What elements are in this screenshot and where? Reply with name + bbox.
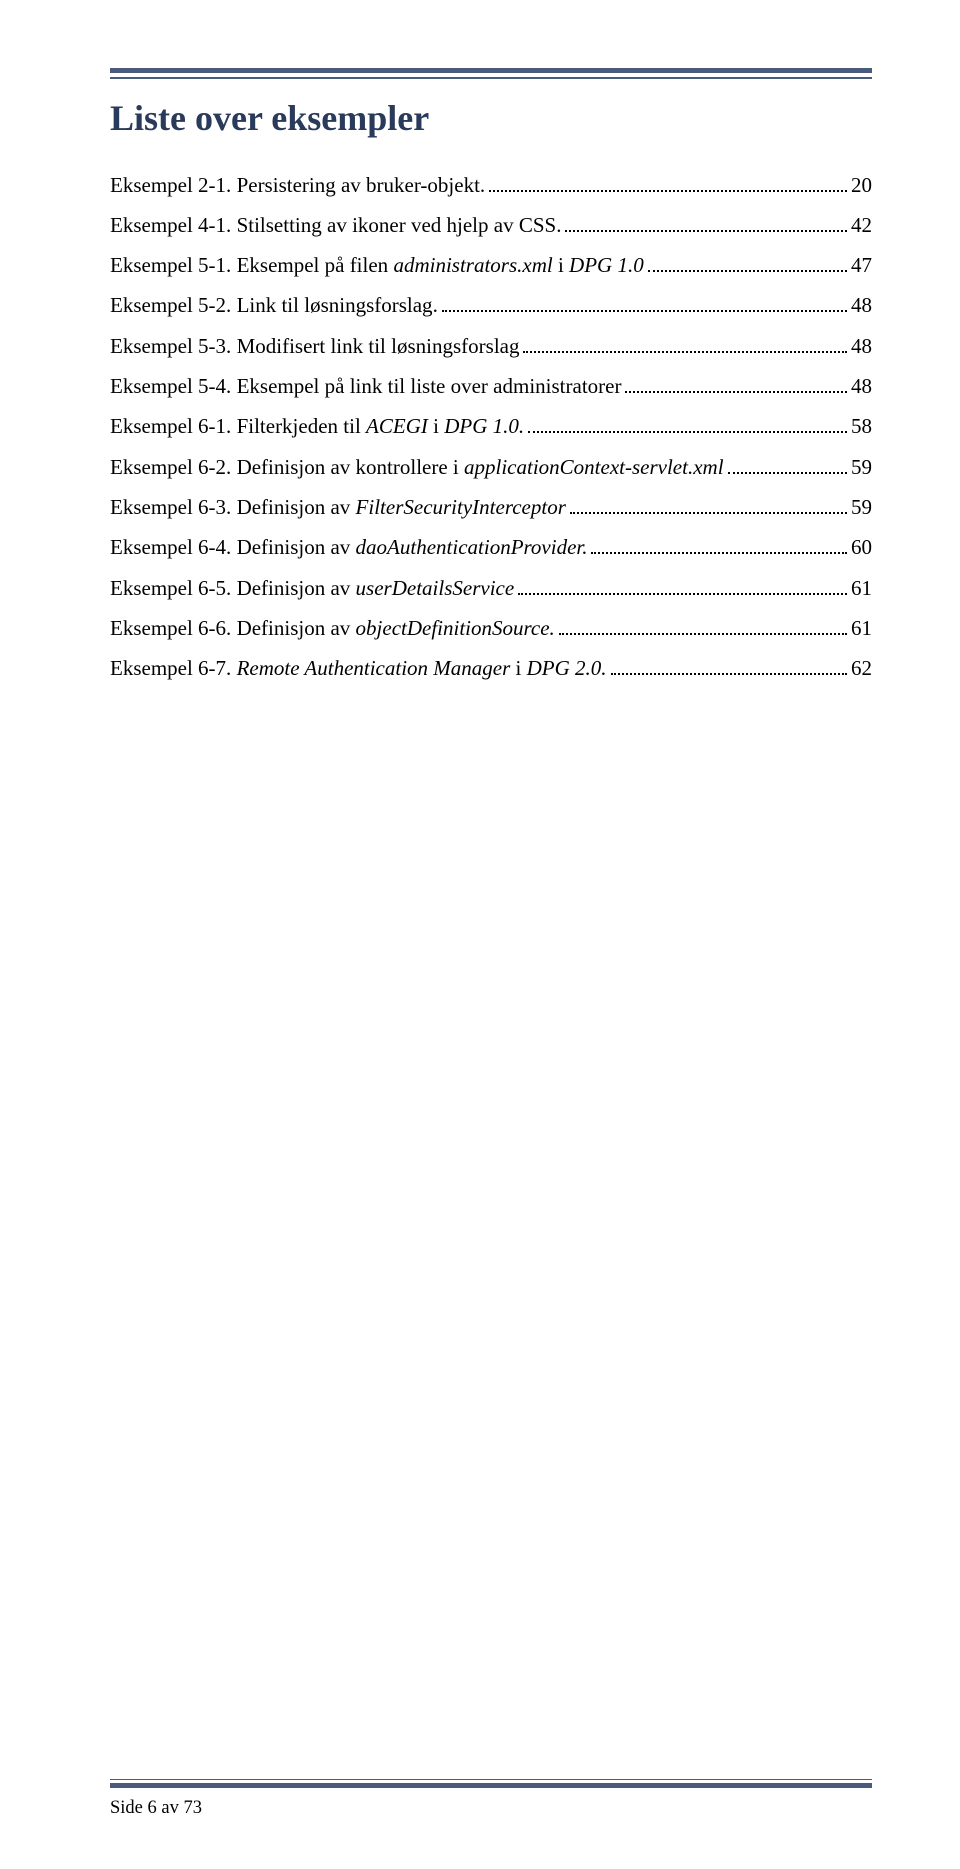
toc-entry-page: 61 — [851, 568, 872, 608]
toc-entry-page: 62 — [851, 648, 872, 688]
toc-leader-dots — [518, 593, 847, 595]
toc-leader-dots — [559, 633, 847, 635]
toc-entry: Eksempel 6-7. Remote Authentication Mana… — [110, 648, 872, 688]
toc-entry-label: Eksempel 6-2. Definisjon av kontrollere … — [110, 447, 724, 487]
toc-entry-page: 20 — [851, 165, 872, 205]
toc-leader-dots — [728, 472, 847, 474]
toc-entry-label: Eksempel 6-7. Remote Authentication Mana… — [110, 648, 607, 688]
page-title: Liste over eksempler — [110, 97, 872, 139]
toc-entry: Eksempel 5-3. Modifisert link til løsnin… — [110, 326, 872, 366]
toc-leader-dots — [489, 190, 847, 192]
toc-entry: Eksempel 6-4. Definisjon av daoAuthentic… — [110, 527, 872, 567]
toc-entry: Eksempel 5-2. Link til løsningsforslag. … — [110, 285, 872, 325]
toc-entry-label: Eksempel 6-4. Definisjon av daoAuthentic… — [110, 527, 587, 567]
toc-entry: Eksempel 6-1. Filterkjeden til ACEGI i D… — [110, 406, 872, 446]
toc-list: Eksempel 2-1. Persistering av bruker-obj… — [110, 165, 872, 689]
toc-leader-dots — [442, 310, 847, 312]
toc-entry-page: 48 — [851, 285, 872, 325]
toc-entry: Eksempel 5-1. Eksempel på filen administ… — [110, 245, 872, 285]
toc-leader-dots — [611, 673, 847, 675]
footer-rule-thick — [110, 1783, 872, 1788]
toc-entry-label: Eksempel 6-1. Filterkjeden til ACEGI i D… — [110, 406, 524, 446]
toc-entry-page: 58 — [851, 406, 872, 446]
header-rule-thick — [110, 68, 872, 73]
toc-entry-label: Eksempel 6-3. Definisjon av FilterSecuri… — [110, 487, 566, 527]
toc-entry-page: 48 — [851, 366, 872, 406]
toc-entry-label: Eksempel 5-1. Eksempel på filen administ… — [110, 245, 644, 285]
toc-entry: Eksempel 6-6. Definisjon av objectDefini… — [110, 608, 872, 648]
toc-entry-page: 42 — [851, 205, 872, 245]
toc-entry-page: 60 — [851, 527, 872, 567]
toc-entry-page: 48 — [851, 326, 872, 366]
footer-rule-thin — [110, 1779, 872, 1781]
toc-entry-page: 59 — [851, 447, 872, 487]
footer-page-number: Side 6 av 73 — [110, 1798, 872, 1819]
toc-entry-label: Eksempel 5-3. Modifisert link til løsnin… — [110, 326, 519, 366]
toc-entry-label: Eksempel 5-2. Link til løsningsforslag. — [110, 285, 438, 325]
toc-entry-label: Eksempel 6-6. Definisjon av objectDefini… — [110, 608, 555, 648]
footer: Side 6 av 73 — [110, 1779, 872, 1820]
page: Liste over eksempler Eksempel 2-1. Persi… — [0, 0, 960, 1869]
toc-entry: Eksempel 6-2. Definisjon av kontrollere … — [110, 447, 872, 487]
toc-leader-dots — [523, 351, 847, 353]
toc-entry: Eksempel 6-3. Definisjon av FilterSecuri… — [110, 487, 872, 527]
toc-entry: Eksempel 4-1. Stilsetting av ikoner ved … — [110, 205, 872, 245]
toc-leader-dots — [648, 270, 847, 272]
toc-leader-dots — [565, 230, 847, 232]
toc-entry-label: Eksempel 5-4. Eksempel på link til liste… — [110, 366, 621, 406]
toc-entry: Eksempel 5-4. Eksempel på link til liste… — [110, 366, 872, 406]
toc-entry-page: 59 — [851, 487, 872, 527]
toc-entry: Eksempel 6-5. Definisjon av userDetailsS… — [110, 568, 872, 608]
toc-entry-label: Eksempel 6-5. Definisjon av userDetailsS… — [110, 568, 514, 608]
toc-entry: Eksempel 2-1. Persistering av bruker-obj… — [110, 165, 872, 205]
toc-leader-dots — [570, 512, 847, 514]
header-rule-thin — [110, 77, 872, 79]
toc-entry-label: Eksempel 4-1. Stilsetting av ikoner ved … — [110, 205, 561, 245]
toc-leader-dots — [625, 391, 847, 393]
toc-entry-page: 47 — [851, 245, 872, 285]
toc-leader-dots — [528, 431, 847, 433]
toc-entry-page: 61 — [851, 608, 872, 648]
toc-leader-dots — [591, 552, 847, 554]
toc-entry-label: Eksempel 2-1. Persistering av bruker-obj… — [110, 165, 485, 205]
